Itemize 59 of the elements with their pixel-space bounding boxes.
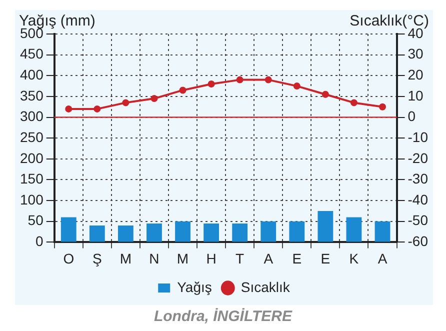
y2-tick-label: -30 [408, 170, 428, 187]
x-tick-label: H [206, 250, 216, 266]
y-tick-label: 400 [20, 66, 44, 82]
point [122, 99, 130, 106]
x-tick-label: N [149, 250, 160, 266]
y2-tick-label: -40 [408, 191, 428, 208]
point [322, 90, 329, 98]
x-tick-label: A [264, 250, 274, 266]
point [350, 99, 358, 106]
bar [60, 217, 76, 242]
y2-tick-label: -10 [408, 128, 428, 145]
y-tick-label: 50 [28, 212, 44, 228]
point [150, 95, 158, 102]
x-tick-label: M [176, 250, 189, 266]
bar [374, 221, 390, 242]
y2-tick-label: 30 [408, 46, 424, 62]
x-tick-label: T [236, 250, 245, 266]
legend-label: Yağış [177, 278, 212, 295]
point [179, 86, 186, 94]
y2-tick-label: -20 [408, 150, 428, 166]
y-tick-label: 100 [20, 191, 44, 208]
y-tick-label: 200 [20, 150, 44, 166]
x-tick-label: E [292, 250, 302, 266]
point [236, 76, 244, 84]
bar [204, 223, 219, 242]
y2-tick-label: 10 [408, 87, 424, 104]
x-tick-label: A [378, 250, 388, 266]
bar [346, 217, 362, 242]
x-tick-label: E [320, 250, 330, 266]
x-tick-label: K [349, 250, 360, 266]
bar [232, 223, 248, 242]
x-tick-label: Ş [92, 250, 102, 266]
y-tick-label: 250 [20, 128, 44, 145]
y-tick-label: 350 [20, 87, 44, 104]
text: Londra, İNGİLTERE [152, 308, 294, 325]
legend-label: Sıcaklık [240, 278, 291, 295]
bar [146, 223, 162, 242]
bar [318, 210, 334, 242]
y-tick-label: 150 [20, 170, 44, 187]
y2-tick-label: -50 [408, 212, 428, 228]
y-tick-label: 450 [20, 46, 44, 62]
bar [289, 221, 305, 242]
point [379, 103, 386, 110]
point [94, 105, 101, 112]
bar [175, 221, 190, 242]
point [65, 105, 72, 112]
y2-tick-label: -60 [408, 233, 428, 250]
y2-tick-label: 20 [408, 66, 424, 82]
point [264, 76, 272, 84]
y2-tick-label: 0 [408, 108, 416, 124]
point [208, 80, 215, 88]
bar [118, 226, 134, 242]
y-tick-label: 300 [20, 108, 44, 124]
bar [260, 221, 276, 242]
x-tick-label: M [120, 250, 132, 266]
x-tick-label: O [63, 250, 74, 266]
point [293, 82, 300, 90]
y-tick-label: 0 [36, 233, 44, 250]
bar [89, 226, 105, 242]
